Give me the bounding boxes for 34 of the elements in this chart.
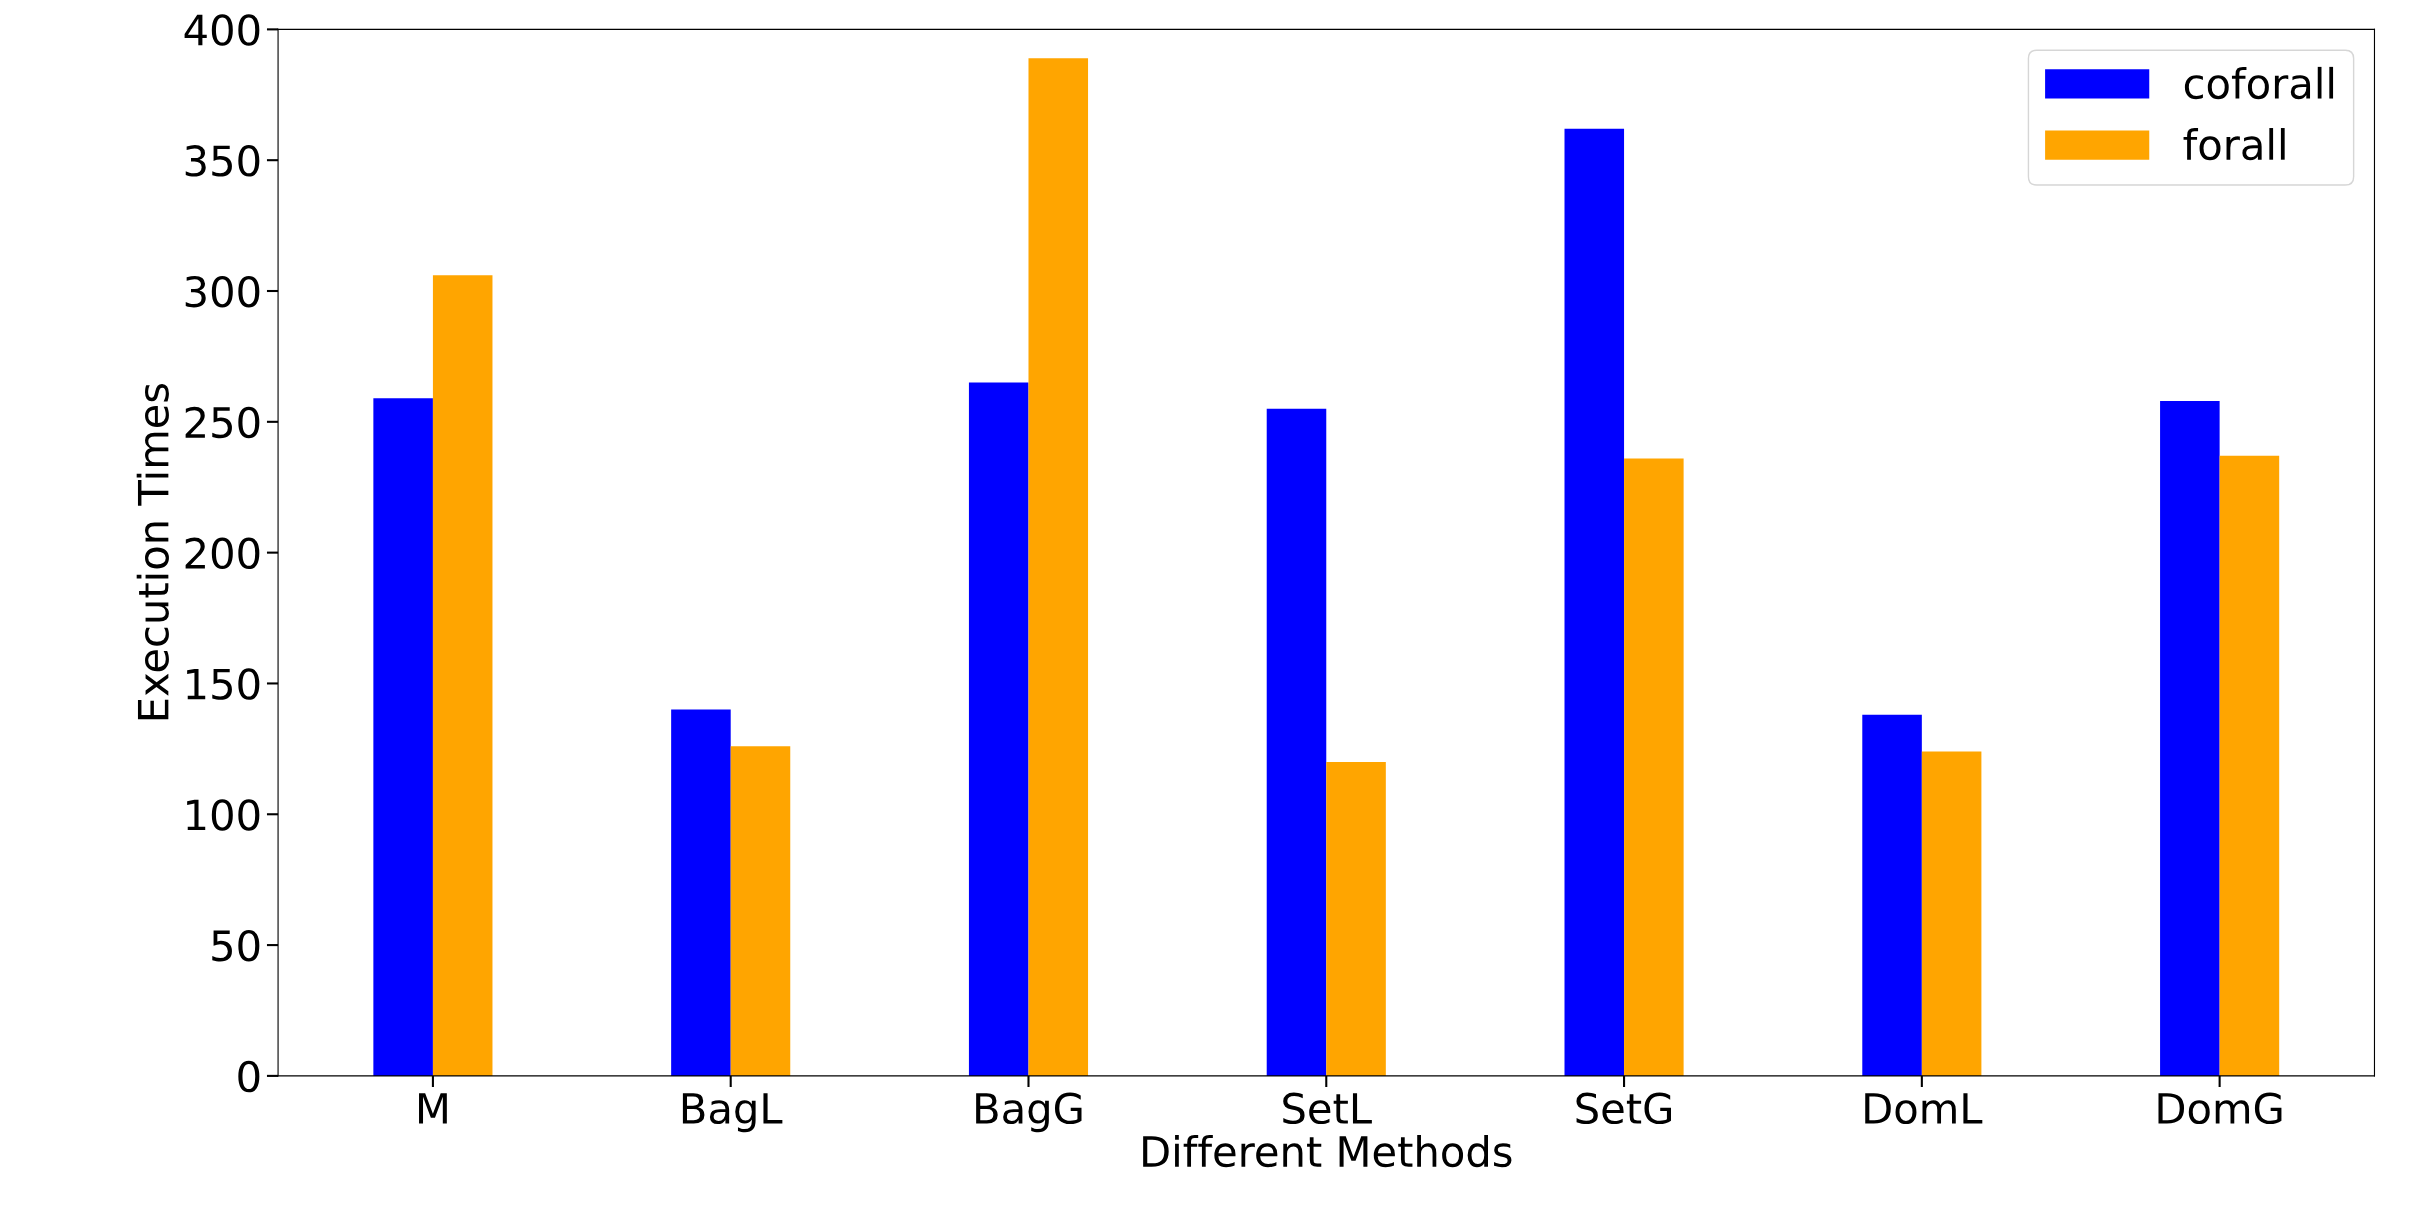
y-tick-label: 350 bbox=[185, 145, 260, 177]
bar bbox=[968, 382, 1029, 1076]
y-tick-label: 100 bbox=[187, 799, 260, 831]
y-tick-label: 300 bbox=[185, 275, 260, 308]
x-tick-label: M bbox=[419, 1093, 447, 1124]
y-tick-label: 250 bbox=[185, 406, 260, 439]
bar bbox=[1266, 408, 1327, 1076]
bar bbox=[1624, 458, 1684, 1076]
y-tick-label: 0 bbox=[238, 1060, 260, 1093]
x-axis-title: Different Methods bbox=[1143, 1134, 1512, 1168]
legend-label: coforall bbox=[2184, 66, 2334, 100]
bar bbox=[1862, 714, 1922, 1076]
y-tick-label: 400 bbox=[184, 14, 260, 46]
x-tick-label: SetG bbox=[1576, 1092, 1671, 1125]
bar bbox=[373, 398, 433, 1076]
bar bbox=[1564, 128, 1625, 1076]
x-tick-label: BagG bbox=[976, 1092, 1082, 1133]
bar bbox=[730, 746, 791, 1076]
bar bbox=[1921, 751, 1982, 1076]
y-tick-label: 200 bbox=[185, 537, 260, 570]
x-tick-label: DomG bbox=[2158, 1092, 2282, 1125]
legend-label: forall bbox=[2183, 128, 2285, 161]
bar bbox=[2160, 400, 2220, 1076]
bar bbox=[2219, 455, 2280, 1076]
y-axis-title: Execution Times bbox=[136, 383, 169, 720]
bar bbox=[1028, 58, 1089, 1076]
y-tick-label: 50 bbox=[212, 929, 260, 962]
x-tick-label: DomL bbox=[1865, 1093, 1983, 1125]
bar bbox=[432, 275, 493, 1076]
x-tick-label: SetL bbox=[1283, 1092, 1372, 1125]
y-tick-label: 150 bbox=[187, 668, 260, 700]
bar bbox=[671, 709, 731, 1076]
bar bbox=[1326, 761, 1386, 1076]
x-tick-label: BagL bbox=[682, 1093, 783, 1133]
